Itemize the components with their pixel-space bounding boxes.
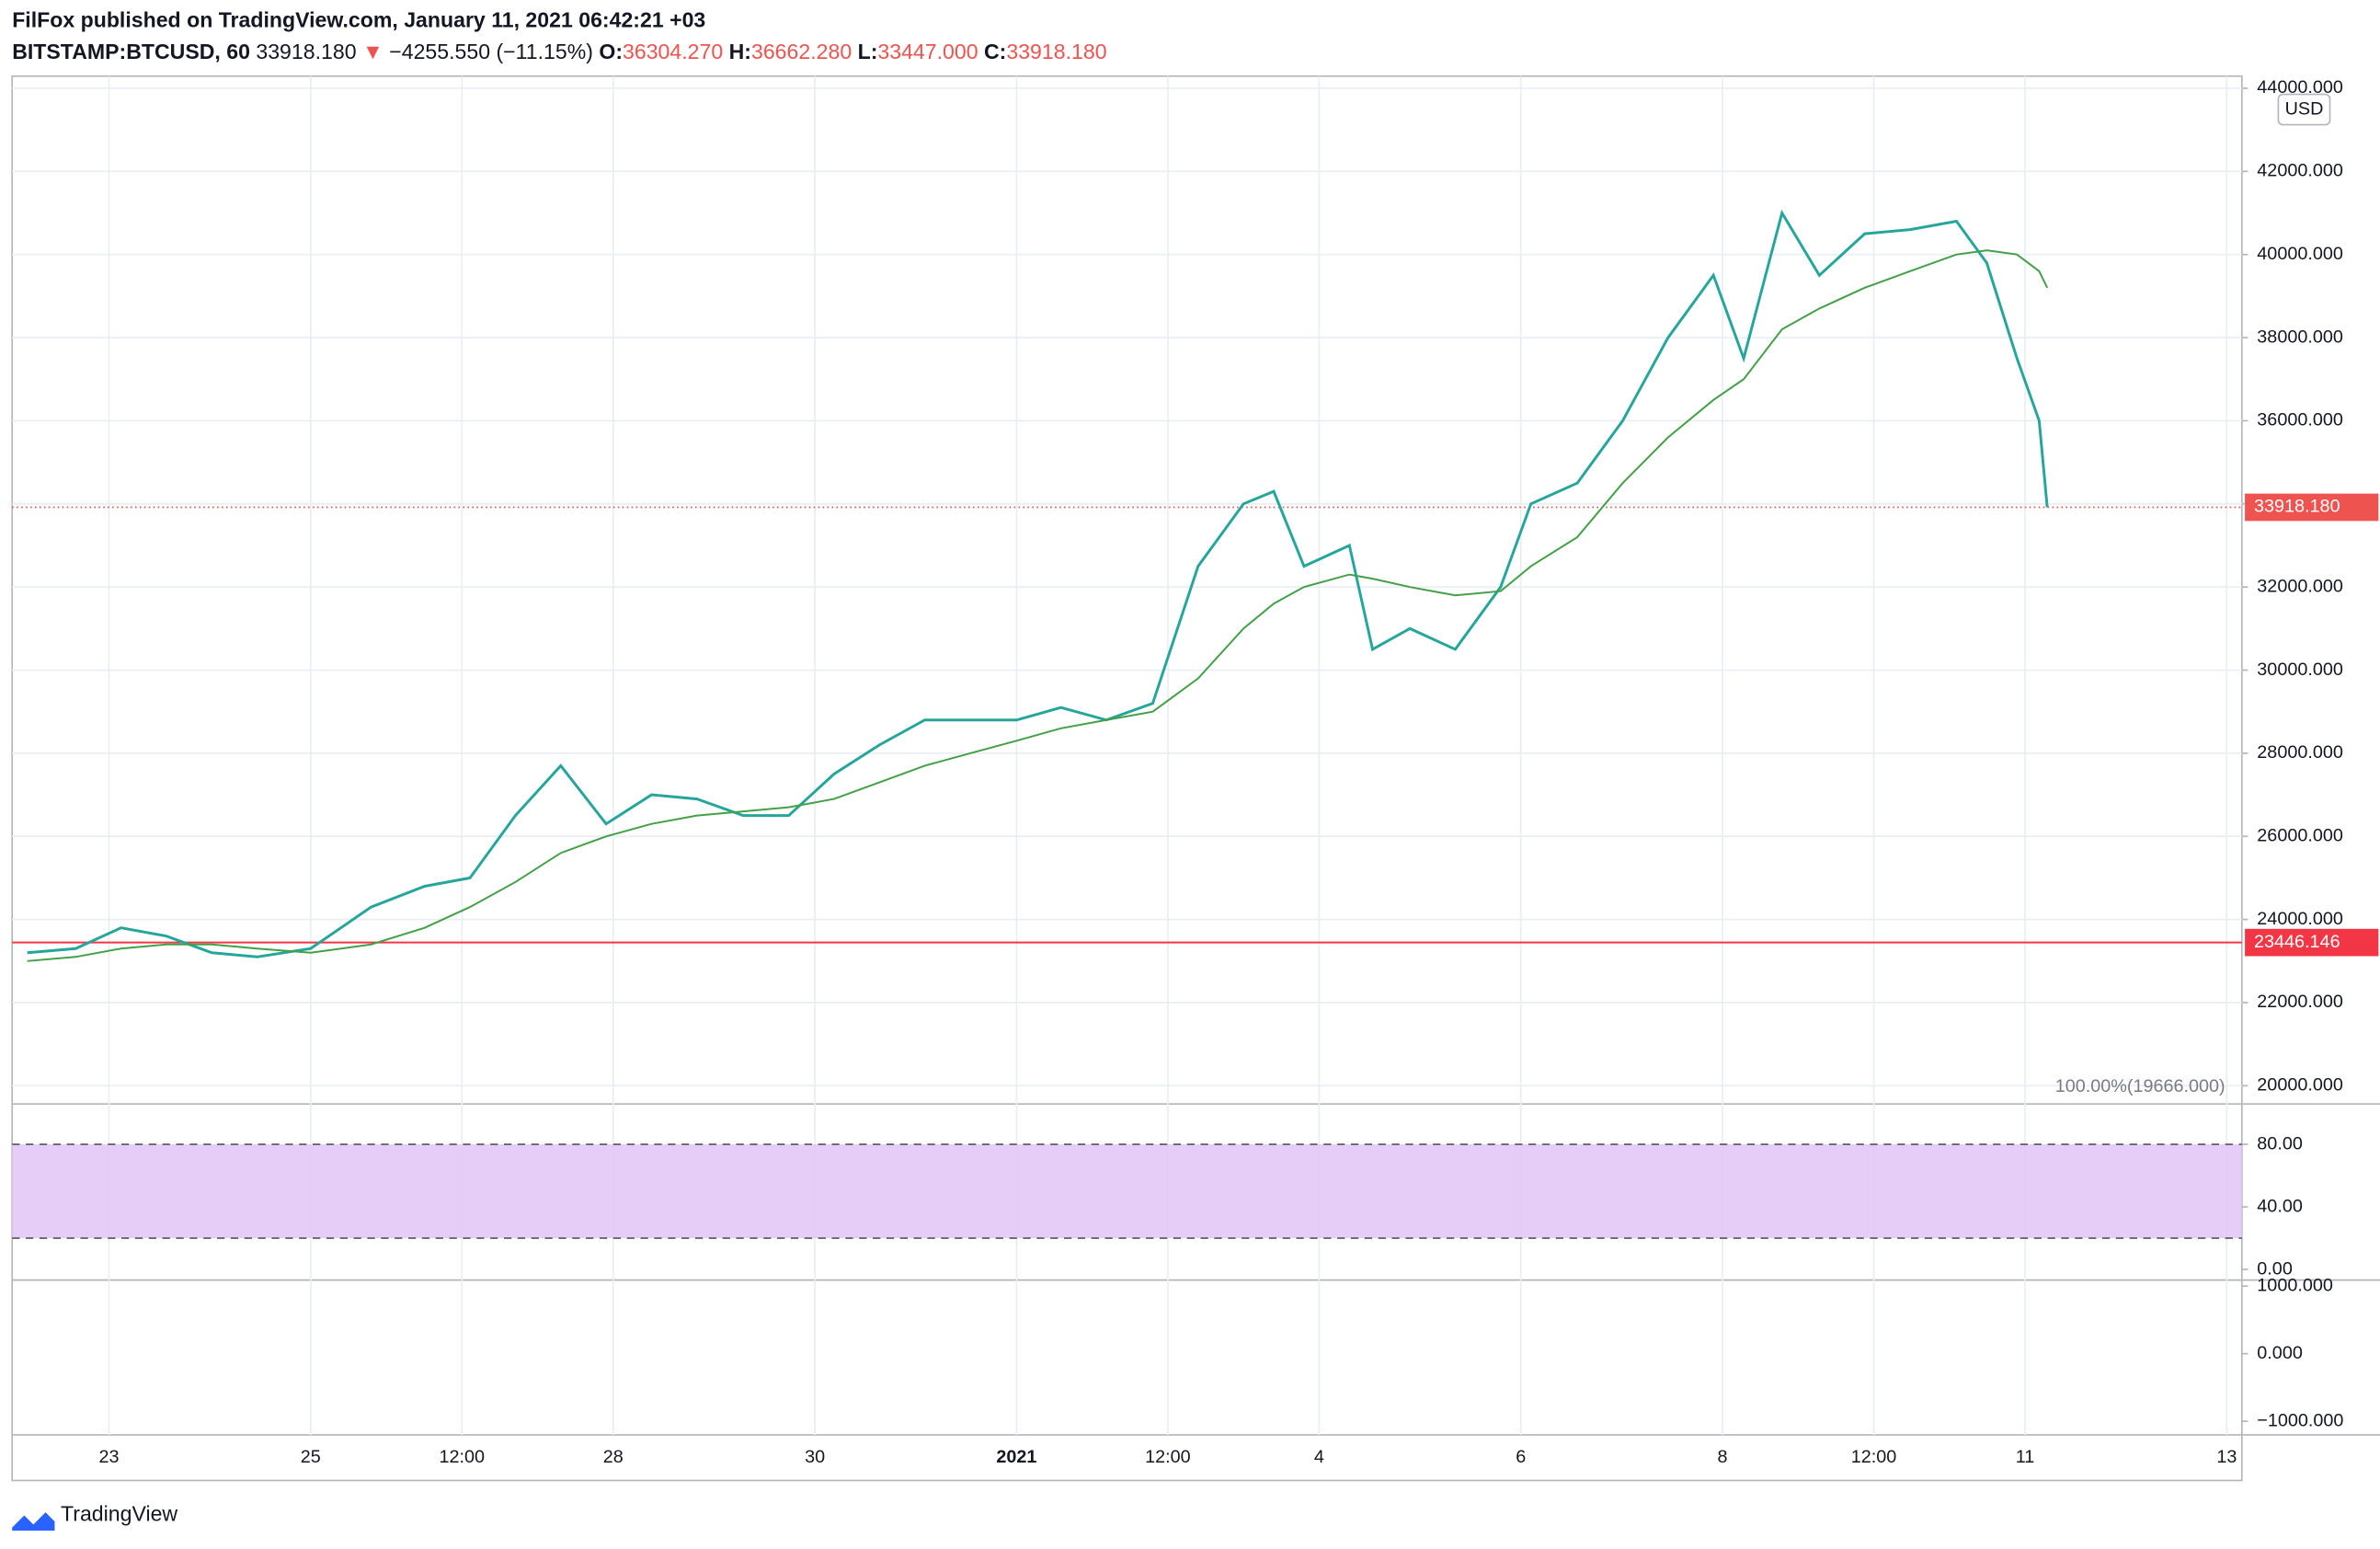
x-tick-label: 8: [1718, 1447, 1728, 1467]
l-label: L:: [858, 40, 878, 63]
currency-box: [2277, 93, 2331, 126]
l: 33447.000: [877, 40, 978, 63]
x-tick-label: 25: [301, 1447, 321, 1467]
x-tick-label: 13: [2216, 1447, 2237, 1467]
x-tick-label: 12:00: [440, 1447, 486, 1467]
volume-note: 100.00%(19666.000): [2055, 1076, 2226, 1096]
x-tick-label: 11: [2016, 1447, 2035, 1467]
x-tick-label: 28: [603, 1447, 624, 1467]
change: −4255.550 (−11.15%): [389, 40, 593, 63]
o: 36304.270: [623, 40, 723, 63]
osc-tick-label: 80.00: [2257, 1133, 2303, 1153]
frame: [11, 75, 2243, 1482]
macd-tick-label: 0.000: [2257, 1343, 2303, 1363]
c-label: C:: [984, 40, 1006, 63]
price-line: [27, 249, 2049, 962]
y-tick-label: 42000.000: [2257, 161, 2343, 181]
publisher: FilFox published on TradingView.com, Jan…: [12, 7, 705, 31]
y-tick-label: 36000.000: [2257, 410, 2343, 430]
brand: TradingView: [61, 1502, 177, 1526]
currency: USD: [2285, 98, 2324, 119]
macd-tick-label: −1000.000: [2257, 1410, 2343, 1430]
o-label: O:: [599, 40, 623, 63]
y-tick-label: 24000.000: [2257, 909, 2343, 929]
y-tick-label: 20000.000: [2257, 1075, 2343, 1096]
x-tick-label: 12:00: [1851, 1447, 1897, 1467]
x-tick-label: 12:00: [1145, 1447, 1191, 1467]
osc-band: [12, 1144, 2242, 1239]
y-tick-label: 38000.000: [2257, 327, 2343, 347]
support-tag: [2245, 928, 2379, 957]
c: 33918.180: [1006, 40, 1106, 63]
y-tick-label: 40000.000: [2257, 244, 2343, 264]
osc-tick-label: 0.00: [2257, 1258, 2293, 1279]
h-label: H:: [729, 40, 751, 63]
macd-tick-label: 1000.000: [2257, 1275, 2333, 1295]
last-price-tag: [2245, 493, 2379, 522]
y-tick-label: 30000.000: [2257, 660, 2343, 680]
x-tick-label: 23: [98, 1447, 119, 1467]
x-tick-label: 6: [1516, 1447, 1526, 1467]
y-tick-label: 22000.000: [2257, 992, 2343, 1012]
symbol-line: BITSTAMP:BTCUSD, 60 33918.180 ▼ −4255.55…: [12, 40, 1106, 63]
h: 36662.280: [751, 40, 852, 63]
y-tick-label: 32000.000: [2257, 576, 2343, 596]
x-tick-label: 2021: [996, 1447, 1036, 1467]
last-price-label: 33918.180: [2254, 497, 2340, 517]
y-tick-label: 26000.000: [2257, 825, 2343, 845]
arrow: ▼: [362, 40, 383, 63]
x-tick-label: 4: [1314, 1447, 1324, 1467]
y-tick-label: 28000.000: [2257, 742, 2343, 763]
support-label: 23446.146: [2254, 932, 2340, 952]
plot: 23 25 12:00 28 30 2021 12:00 4 6 8 12:00 11 13 20000.…: [12, 75, 2379, 1467]
logo: TradingView: [12, 1502, 177, 1531]
last: 33918.180: [256, 40, 356, 63]
x-tick-label: 30: [805, 1447, 825, 1467]
osc-tick-label: 40.00: [2257, 1196, 2303, 1216]
y-tick-label: 44000.000: [2257, 77, 2343, 98]
logo-icon: [12, 1512, 55, 1531]
symbol: BITSTAMP:BTCUSD, 60: [12, 40, 250, 63]
price-line: [27, 209, 2049, 958]
